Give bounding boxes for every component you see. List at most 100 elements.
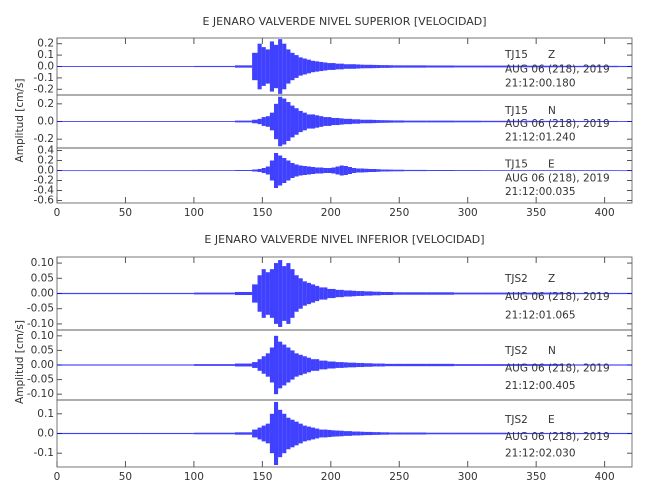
waveform-envelope — [315, 167, 320, 174]
waveform-envelope — [393, 432, 405, 435]
y-axis-label: Amplitud [cm/s] — [14, 320, 26, 404]
waveform-envelope — [372, 363, 377, 367]
waveform-envelope — [315, 61, 320, 72]
waveform-envelope — [368, 291, 373, 296]
waveform-envelope — [193, 170, 235, 171]
y-tick-label: 0.4 — [37, 145, 54, 157]
waveform-envelope — [257, 427, 262, 440]
x-tick-label: 300 — [458, 207, 478, 219]
waveform-envelope — [508, 292, 537, 295]
waveform-envelope — [618, 432, 632, 435]
waveform-envelope — [454, 65, 482, 68]
waveform-envelope — [306, 426, 311, 441]
waveform-envelope — [388, 363, 394, 367]
date-label: AUG 06 (218), 2019 — [505, 291, 610, 303]
waveform-envelope — [364, 119, 369, 124]
waveform-envelope — [380, 432, 385, 435]
y-tick-label: -0.2 — [34, 175, 55, 187]
waveform-envelope — [368, 119, 373, 124]
waveform-envelope — [376, 363, 381, 367]
waveform-envelope — [331, 430, 336, 437]
x-tick-label: 0 — [54, 207, 61, 219]
waveform-envelope — [356, 362, 361, 368]
waveform-envelope — [298, 165, 303, 176]
station-label: TJS2 — [504, 345, 528, 357]
waveform-envelope — [563, 120, 591, 123]
waveform-envelope — [294, 164, 299, 177]
waveform-envelope — [298, 110, 303, 133]
waveform-envelope — [234, 170, 253, 171]
waveform-envelope — [84, 432, 140, 435]
waveform-envelope — [508, 65, 537, 68]
waveform-envelope — [327, 63, 332, 70]
waveform-envelope — [294, 421, 299, 446]
waveform-envelope — [323, 287, 328, 300]
waveform-envelope — [269, 347, 274, 383]
y-tick-label: -0.2 — [34, 133, 55, 145]
waveform-envelope — [193, 364, 235, 366]
waveform-envelope — [234, 65, 253, 68]
waveform-envelope — [454, 120, 482, 123]
waveform-envelope — [563, 170, 591, 171]
waveform-envelope — [57, 432, 85, 435]
waveform-envelope — [323, 62, 328, 71]
waveform-envelope — [364, 363, 369, 367]
waveform-envelope — [388, 291, 394, 296]
waveform-envelope — [306, 59, 311, 74]
waveform-envelope — [261, 425, 266, 442]
waveform-envelope — [356, 431, 361, 436]
waveform-envelope — [339, 362, 344, 368]
waveform-envelope — [294, 55, 299, 78]
waveform-envelope — [426, 120, 455, 123]
y-tick-label: -0.05 — [27, 303, 54, 315]
date-label: AUG 06 (218), 2019 — [505, 363, 610, 375]
x-tick-label: 250 — [389, 207, 409, 219]
waveform-envelope — [360, 119, 365, 124]
waveform-envelope — [282, 158, 287, 183]
waveform-envelope — [306, 114, 311, 129]
waveform-envelope — [376, 169, 381, 172]
waveform-envelope — [384, 363, 389, 367]
waveform-envelope — [319, 61, 324, 72]
y-tick-label: 0.2 — [37, 155, 54, 167]
waveform-envelope — [139, 292, 194, 295]
waveform-envelope — [306, 166, 311, 175]
waveform-envelope — [536, 364, 564, 366]
y-tick-label: -0.10 — [27, 318, 54, 330]
waveform-envelope — [356, 64, 361, 69]
waveform-envelope — [273, 263, 279, 324]
x-tick-label: 250 — [389, 471, 409, 483]
y-tick-label: 0.0 — [37, 116, 54, 128]
waveform-envelope — [454, 170, 482, 171]
y-axis-label: Amplitud [cm/s] — [14, 79, 26, 163]
station-label: TJ15 — [504, 49, 528, 61]
waveform-envelope — [404, 169, 427, 172]
waveform-envelope — [290, 419, 295, 448]
waveform-envelope — [84, 121, 140, 122]
waveform-envelope — [347, 290, 353, 297]
waveform-envelope — [404, 363, 427, 367]
waveform-envelope — [323, 117, 328, 126]
waveform-envelope — [234, 432, 253, 435]
waveform-envelope — [618, 170, 632, 172]
waveform-envelope — [347, 167, 353, 174]
y-tick-label: 0.2 — [37, 98, 54, 110]
waveform-envelope — [319, 167, 324, 174]
waveform-envelope — [343, 118, 348, 125]
waveform-envelope — [310, 359, 316, 371]
y-tick-label: 0.05 — [31, 272, 54, 284]
waveform-envelope — [388, 65, 394, 68]
waveform-envelope — [384, 291, 389, 296]
waveform-envelope — [393, 65, 405, 68]
waveform-envelope — [310, 167, 316, 174]
waveform-envelope — [139, 432, 194, 435]
x-tick-label: 50 — [119, 207, 132, 219]
waveform-envelope — [388, 432, 394, 435]
waveform-envelope — [327, 117, 332, 126]
waveform-envelope — [306, 357, 311, 373]
waveform-envelope — [352, 290, 357, 297]
waveform-envelope — [563, 65, 591, 68]
waveform-envelope — [335, 430, 340, 437]
time-label: 21:12:01.065 — [505, 309, 576, 321]
